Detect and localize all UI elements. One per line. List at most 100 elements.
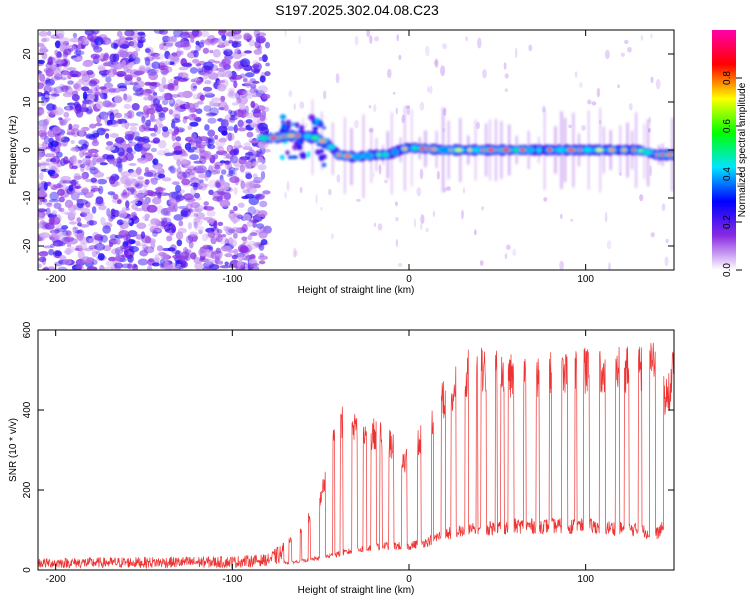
noise-blob <box>223 50 228 56</box>
noise-blob <box>207 138 214 143</box>
noise-blob <box>54 73 63 80</box>
noise-blob <box>93 46 103 53</box>
noise-blob <box>123 249 129 255</box>
noise-blob <box>105 145 116 151</box>
noise-blob <box>172 108 181 118</box>
y-tick-label: 200 <box>22 481 33 498</box>
noise-blob <box>265 62 270 67</box>
noise-blob <box>177 166 182 175</box>
noise-blob <box>226 132 235 141</box>
noise-blob <box>141 216 150 220</box>
signal-peak <box>567 148 576 152</box>
noise-blob <box>259 200 268 208</box>
noise-blob <box>109 53 117 63</box>
noise-blob <box>61 139 68 147</box>
noise-blob <box>75 265 85 270</box>
noise-blob <box>158 112 165 118</box>
noise-blob <box>215 139 226 147</box>
noise-blob <box>53 145 61 154</box>
faint-speckle <box>606 240 612 250</box>
noise-blob <box>256 223 265 230</box>
spectrogram-y-label: Frequency (Hz) <box>8 116 19 185</box>
noise-blob <box>113 109 119 115</box>
noise-blob <box>109 112 115 121</box>
noise-blob <box>172 113 178 118</box>
noise-blob <box>193 50 199 58</box>
noise-blob <box>126 147 133 154</box>
noise-blob <box>207 112 218 116</box>
noise-blob <box>136 166 142 176</box>
y-tick-label: 400 <box>22 401 33 418</box>
noise-blob <box>106 68 117 78</box>
noise-blob <box>139 249 148 257</box>
noise-blob <box>259 75 266 83</box>
noise-blob <box>109 133 119 138</box>
faint-speckle <box>446 186 451 191</box>
noise-blob <box>207 144 216 150</box>
noise-blob <box>243 142 251 149</box>
noise-blob <box>54 59 65 65</box>
noise-blob <box>118 37 125 41</box>
noise-blob <box>234 48 241 55</box>
noise-blob <box>134 70 146 74</box>
noise-blob <box>38 208 48 213</box>
noise-blob <box>42 267 50 270</box>
faint-speckle <box>369 35 373 44</box>
noise-blob <box>202 86 213 92</box>
noise-blob <box>176 172 182 177</box>
noise-blob <box>48 248 55 256</box>
noise-blob <box>43 181 48 191</box>
noise-blob <box>195 142 202 148</box>
noise-blob <box>222 40 230 47</box>
faint-speckle <box>427 85 430 94</box>
noise-blob <box>104 40 113 45</box>
noise-blob <box>162 126 169 132</box>
noise-blob <box>97 253 105 261</box>
noise-blob <box>211 97 222 102</box>
noise-blob <box>246 240 258 250</box>
noise-blob <box>121 207 128 211</box>
noise-blob <box>228 166 236 175</box>
noise-blob <box>143 96 149 101</box>
y-tick-label: -10 <box>22 190 33 205</box>
noise-blob <box>116 30 123 38</box>
noise-blob <box>68 221 78 225</box>
noise-blob <box>67 72 72 80</box>
signal-peak <box>328 145 334 149</box>
noise-blob <box>127 168 134 173</box>
noise-blob <box>217 221 224 226</box>
noise-blob <box>108 160 117 165</box>
noise-blob <box>51 93 60 97</box>
noise-blob <box>217 145 224 152</box>
noise-blob <box>208 189 214 196</box>
noise-blob <box>95 157 106 163</box>
faint-speckle <box>506 244 511 250</box>
noise-blob <box>258 255 268 260</box>
noise-blob <box>77 199 85 204</box>
faint-speckle <box>406 105 411 116</box>
colorbar-tick-label: 0.4 <box>722 167 733 181</box>
noise-blob <box>149 82 158 86</box>
noise-blob <box>55 53 63 59</box>
noise-blob <box>165 211 171 217</box>
noise-blob <box>229 76 237 83</box>
noise-blob <box>82 61 93 68</box>
colorbar-tick-label: 0.8 <box>722 71 733 85</box>
noise-blob <box>172 181 180 186</box>
snr-x-ticks: -200 -100 0 100 <box>46 330 594 585</box>
noise-blob <box>259 226 267 231</box>
faint-speckle <box>465 36 468 42</box>
signal-peak <box>354 155 361 159</box>
noise-blob <box>255 33 260 42</box>
noise-blob <box>144 213 150 219</box>
faint-speckle <box>429 85 433 95</box>
noise-blob <box>192 58 200 64</box>
noise-blob <box>162 99 169 106</box>
noise-blob <box>81 80 91 86</box>
noise-blob <box>123 94 133 103</box>
noise-blob <box>94 243 106 251</box>
noise-blob <box>176 171 187 180</box>
noise-blob <box>187 222 192 230</box>
noise-blob <box>67 102 76 106</box>
faint-speckle <box>570 218 574 222</box>
